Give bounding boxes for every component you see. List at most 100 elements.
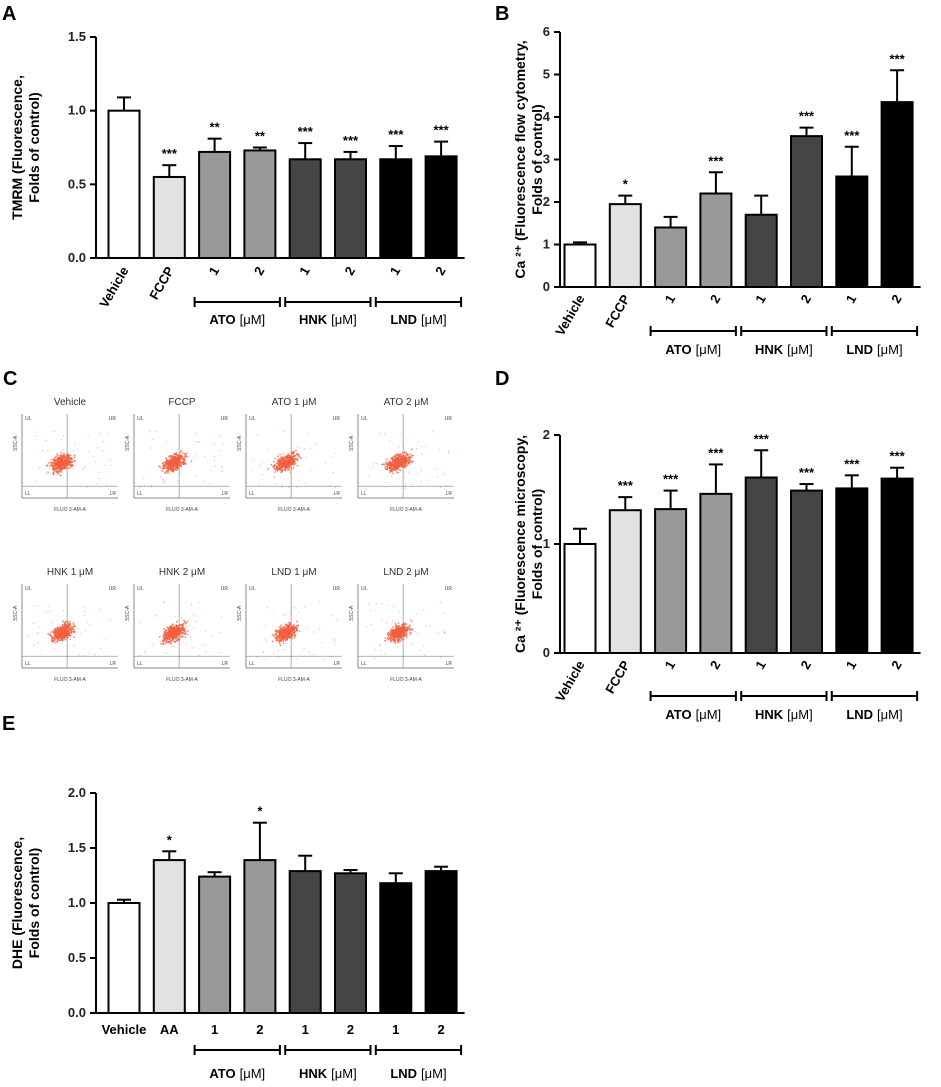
- event-dot: [387, 636, 390, 639]
- event-dot: [279, 460, 282, 462]
- event-dot: [168, 638, 170, 641]
- event-dot: [392, 456, 395, 459]
- event-dot: [276, 455, 279, 458]
- event-dot: [179, 458, 182, 461]
- event-dot: [77, 628, 79, 630]
- event-dot: [172, 463, 175, 465]
- event-dot: [308, 485, 310, 487]
- event-dot: [66, 626, 69, 629]
- event-dot: [288, 621, 290, 624]
- y-tick-label: 4: [543, 109, 551, 124]
- event-dot: [158, 635, 161, 638]
- event-dot: [106, 638, 108, 640]
- event-dot: [163, 627, 166, 630]
- event-dot: [165, 652, 167, 654]
- bar: [699, 192, 733, 288]
- event-dot: [392, 459, 394, 462]
- event-dot: [444, 631, 446, 633]
- event-dot: [393, 634, 396, 637]
- event-dot: [213, 444, 215, 446]
- bar: [424, 870, 458, 1014]
- event-dot: [54, 627, 57, 630]
- event-dot: [172, 640, 175, 643]
- event-dot: [57, 464, 60, 467]
- event-dot: [282, 456, 284, 458]
- event-dot: [173, 631, 176, 634]
- event-dot: [79, 654, 81, 656]
- event-dot: [271, 640, 274, 643]
- event-dot: [182, 459, 185, 461]
- event-dot: [440, 656, 442, 658]
- event-dot: [62, 449, 64, 451]
- event-dot: [294, 462, 296, 465]
- quadrant-label: LL: [25, 491, 31, 497]
- event-dot: [168, 461, 170, 464]
- event-dot: [139, 654, 141, 657]
- event-dot: [45, 611, 47, 613]
- event-dot: [406, 464, 409, 467]
- event-dot: [399, 456, 402, 459]
- event-dot: [388, 604, 390, 606]
- bar: [334, 872, 367, 1014]
- event-dot: [86, 486, 88, 488]
- dot-plot-y-label: SSC-A: [13, 435, 19, 451]
- x-category-label: Vehicle: [102, 1022, 147, 1037]
- event-dot: [83, 655, 85, 657]
- significance-marker: ***: [890, 449, 906, 464]
- x-category-label: 2: [256, 1022, 263, 1037]
- event-dot: [398, 469, 400, 471]
- event-dot: [304, 606, 306, 608]
- event-dot: [273, 467, 276, 470]
- event-dot: [151, 486, 153, 488]
- event-dot: [56, 628, 59, 631]
- event-dot: [299, 446, 301, 448]
- event-dot: [53, 460, 56, 463]
- event-dot: [398, 625, 400, 627]
- event-dot: [196, 441, 198, 443]
- event-dot: [420, 469, 422, 472]
- group-name: LND: [390, 1066, 417, 1081]
- dot-plot-y-label: SSC-A: [125, 435, 131, 451]
- event-dot: [256, 656, 258, 658]
- event-dot: [170, 466, 172, 468]
- event-dot: [164, 480, 166, 482]
- event-dot: [155, 431, 157, 433]
- event-dot: [401, 452, 404, 454]
- event-dot: [303, 648, 305, 650]
- event-dot: [145, 650, 147, 652]
- event-dot: [168, 465, 170, 468]
- x-category-label: FCCP: [146, 264, 177, 302]
- x-category-label: Vehicle: [552, 292, 587, 338]
- event-dot: [71, 626, 74, 628]
- event-dot: [167, 630, 170, 632]
- event-dot: [448, 452, 450, 454]
- event-dot: [64, 638, 67, 641]
- event-dot: [171, 633, 174, 636]
- event-dot: [186, 455, 189, 458]
- event-dot: [58, 466, 61, 469]
- event-dot: [288, 631, 291, 634]
- event-dot: [66, 452, 69, 455]
- event-dot: [69, 639, 72, 641]
- event-dot: [164, 639, 166, 641]
- event-dot: [164, 630, 167, 633]
- event-dot: [34, 435, 36, 437]
- event-dot: [180, 465, 182, 467]
- bar: [379, 158, 413, 259]
- dot-plot-title: HNK 2 μM: [159, 567, 205, 578]
- x-category-label: AA: [160, 1022, 179, 1037]
- event-dot: [106, 485, 108, 487]
- event-dot: [174, 456, 177, 459]
- event-dot: [289, 465, 292, 468]
- event-dot: [156, 615, 158, 617]
- quadrant-label: LR: [110, 661, 117, 667]
- event-dot: [38, 626, 40, 629]
- event-dot: [69, 454, 72, 457]
- event-dot: [176, 480, 179, 482]
- quadrant-label: UL: [361, 586, 368, 592]
- dot-plot-x-label: FLUO 3-AM-A: [54, 507, 86, 513]
- event-dot: [184, 456, 186, 459]
- y-tick-label: 2.0: [68, 785, 86, 800]
- event-dot: [440, 486, 442, 488]
- x-category-label: 2: [251, 264, 268, 278]
